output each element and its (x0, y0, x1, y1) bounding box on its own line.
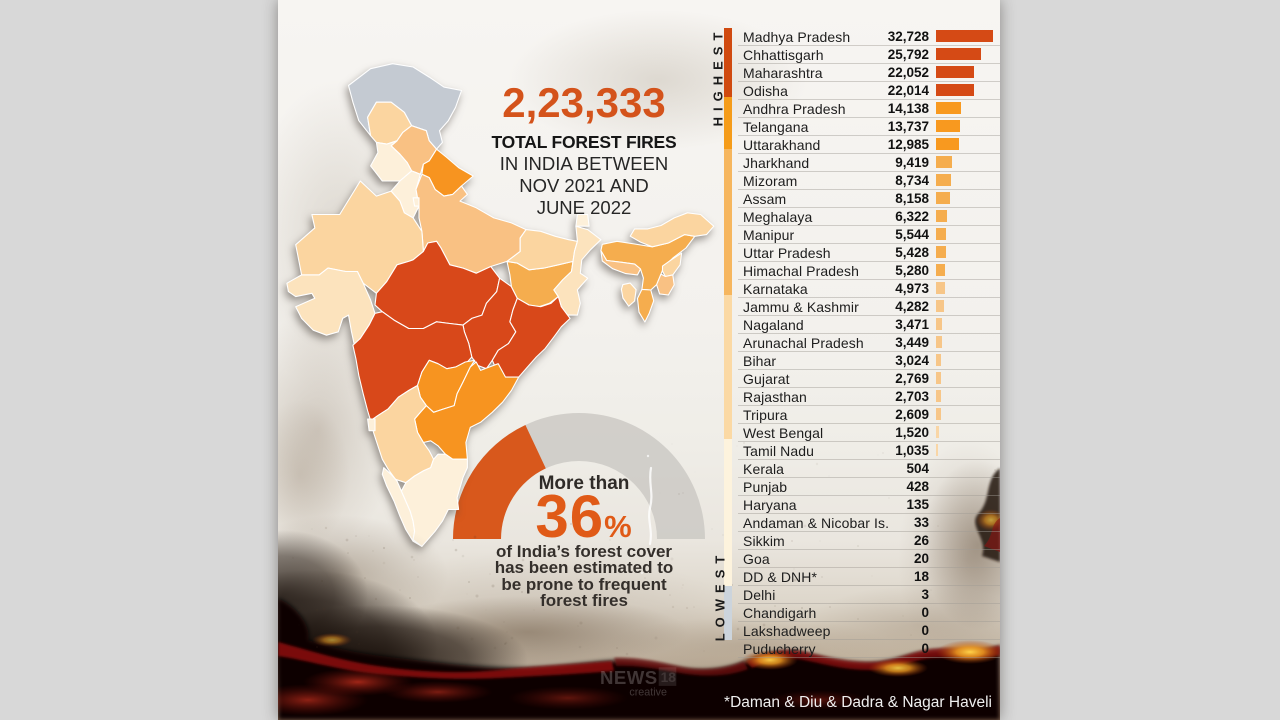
svg-text:creative: creative (629, 687, 667, 699)
svg-text:18: 18 (661, 670, 677, 685)
svg-text:NEWS: NEWS (600, 667, 658, 688)
